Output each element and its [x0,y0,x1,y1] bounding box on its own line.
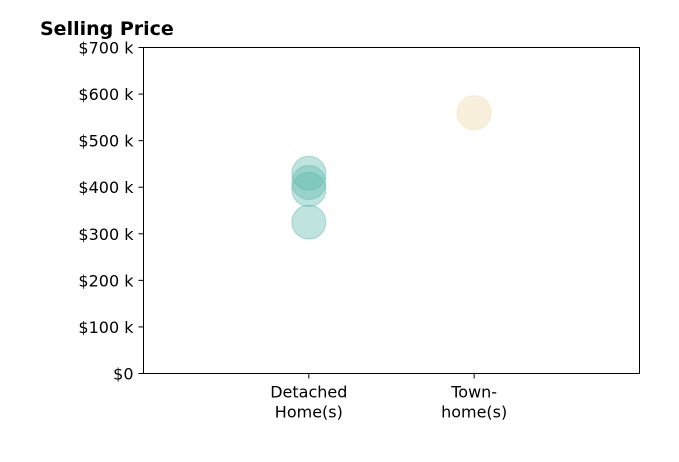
x-tick-label: Town-home(s) [441,383,507,422]
y-tick-label: $300 k [78,225,134,244]
y-tick-label: $500 k [78,132,134,151]
y-axis: $0 $100 k $200 k $300 k $400 k $500 k $600 k $7… [78,39,144,384]
y-tick-label: $700 k [78,39,134,58]
y-tick-label: $200 k [78,271,134,290]
y-tick-label: $100 k [78,318,134,337]
plot-area [143,47,640,374]
data-point [291,172,327,208]
data-point [291,204,327,240]
data-points [291,95,492,240]
x-tick-label: Detached Home(s) [270,383,347,422]
y-tick-label: $0 [113,365,133,384]
data-point [291,165,327,201]
y-tick-label: $400 k [78,178,134,197]
data-point [456,95,492,131]
x-axis: Detached Home(s) Town-home(s) [270,373,507,422]
y-tick-label: $600 k [78,85,134,104]
data-point [291,155,327,191]
chart-title: Selling Price [40,18,174,40]
